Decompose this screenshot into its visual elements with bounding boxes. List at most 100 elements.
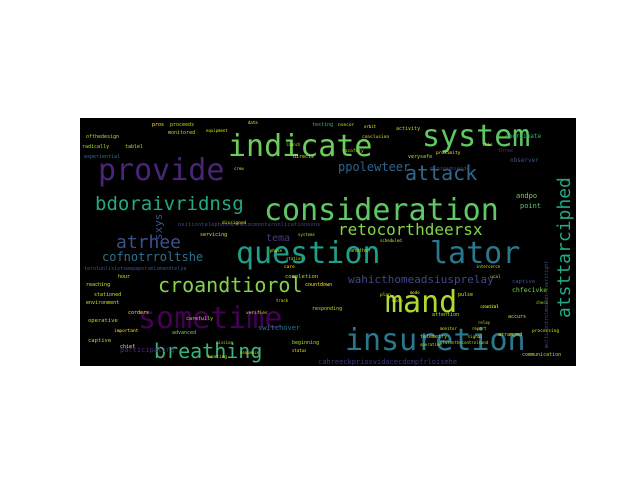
word-cloud-word: wahicthomeadsiusprelay: [348, 273, 494, 286]
word-cloud-word: orbit: [364, 124, 377, 129]
word-cloud-word: hour: [118, 274, 130, 280]
word-cloud-word: check: [536, 300, 549, 305]
word-cloud-word: relay: [478, 320, 491, 325]
word-cloud-word: report: [472, 326, 487, 331]
word-cloud-word: cahreeckpriosvidacecdompfrloismhe: [318, 358, 457, 366]
word-cloud: system indicate provide attack consideration…: [80, 118, 576, 366]
word-cloud-word: chief: [120, 344, 135, 350]
word-cloud-word: ofthedesign: [86, 134, 119, 140]
word-cloud-word: mission: [216, 340, 233, 345]
word-cloud-word: stationed: [94, 292, 121, 298]
word-cloud-word: dissigned: [222, 220, 247, 226]
word-cloud-word: activity: [396, 126, 420, 132]
word-cloud-word: bdoraivridnsg: [95, 193, 244, 215]
word-cloud-word: question: [236, 236, 381, 271]
word-cloud-word: status: [292, 348, 307, 353]
word-cloud-word: completion: [285, 274, 318, 280]
word-cloud-word: testing: [312, 122, 333, 128]
word-cloud-word: switchover: [258, 324, 300, 332]
word-cloud-word: retocorthdeersx: [338, 220, 483, 239]
word-cloud-word: monitored: [168, 130, 195, 136]
word-cloud-word: carefully: [186, 316, 213, 322]
word-cloud-word: sometime: [138, 301, 283, 336]
word-cloud-word: captive: [512, 279, 535, 285]
word-cloud-word: attention: [432, 312, 459, 318]
word-cloud-word: observer: [510, 157, 539, 164]
word-cloud-word: mode: [410, 290, 420, 295]
word-cloud-word: point: [520, 202, 541, 210]
word-cloud-word: breathing: [154, 339, 262, 363]
word-cloud-word: station: [286, 256, 303, 261]
word-cloud-word: cofnotrroltshe: [102, 250, 203, 264]
word-cloud-word: advanced: [172, 330, 196, 336]
word-cloud-word: processing: [532, 328, 559, 334]
word-cloud-word: consideration: [264, 193, 499, 228]
word-cloud-word: systems: [298, 232, 315, 237]
word-cloud-word: operative: [88, 318, 118, 324]
word-cloud-word: three: [498, 148, 513, 154]
word-cloud-word: launch: [286, 142, 301, 147]
word-cloud-word: responding: [312, 306, 342, 312]
word-cloud-word: corders: [128, 310, 149, 316]
word-cloud-word: signal: [468, 334, 483, 339]
word-cloud-word: plusonthecontrolsand: [440, 340, 489, 345]
word-cloud-word: verysafe: [408, 154, 432, 160]
word-cloud-word: arranged: [498, 332, 522, 338]
word-cloud-word: directs: [293, 154, 314, 160]
word-cloud-word: attack: [405, 161, 477, 185]
word-cloud-word: insuretion: [345, 323, 526, 358]
word-cloud-word: important: [114, 328, 139, 334]
word-cloud-word: minimumseide: [430, 166, 470, 172]
word-cloud-word: scheduled: [380, 238, 402, 243]
word-cloud-word: equipment: [206, 128, 228, 133]
word-cloud-word: crucial: [480, 304, 499, 310]
word-cloud-word: coordinate: [505, 133, 542, 140]
word-cloud-word: reaching: [86, 282, 110, 288]
word-cloud-word: servicing: [200, 232, 227, 238]
word-cloud-word: pulse: [458, 292, 473, 298]
word-cloud-word: phase: [270, 248, 283, 253]
word-cloud-word: verifies: [246, 310, 268, 316]
word-cloud-word: beginning: [292, 340, 319, 346]
word-cloud-word: plan: [380, 292, 391, 298]
word-cloud-word: upon: [392, 299, 403, 304]
word-cloud-word: monitor: [440, 326, 457, 331]
word-cloud-word: pros: [152, 122, 164, 128]
word-cloud-word: telemetry: [420, 334, 447, 340]
word-cloud-word: multicontrolmodeminiversright: [544, 261, 550, 348]
word-cloud-word: atrhee: [116, 232, 181, 253]
word-cloud-word: countdown: [305, 282, 332, 288]
word-cloud-word: sxys: [152, 214, 165, 241]
word-cloud-word: tasafety: [342, 148, 364, 154]
word-cloud-word: atsttarciphed: [554, 177, 575, 318]
word-cloud-word: radically: [82, 144, 109, 150]
word-cloud-word: environment: [86, 300, 119, 306]
word-cloud-word: tablel: [125, 144, 143, 150]
word-cloud-word: data: [248, 120, 258, 125]
word-cloud-word: ositiontelephonnethecocmonturonlications…: [178, 222, 320, 228]
word-cloud-word: andpo: [516, 192, 537, 200]
word-cloud-word: sequence: [240, 350, 260, 355]
word-cloud-word: care: [284, 265, 295, 270]
word-cloud-word: croandtiorol: [158, 273, 303, 297]
word-cloud-word: terolunlisiytswepaporsmlsmandtelya: [84, 266, 186, 272]
word-cloud-word: participating: [120, 346, 175, 354]
word-cloud-word: ucal: [490, 274, 501, 280]
word-cloud-word: conclusion: [362, 134, 389, 140]
word-cloud-word: heating: [208, 354, 227, 360]
word-cloud-word: experiential: [84, 154, 120, 160]
word-cloud-word: provide: [98, 153, 224, 188]
word-cloud-word: this: [482, 142, 493, 148]
word-cloud-word: mand: [385, 285, 457, 320]
word-cloud-word: communication: [522, 352, 561, 358]
word-cloud-word: nsecor: [338, 123, 355, 128]
word-cloud-word: crew: [234, 166, 244, 171]
word-cloud-word: indicate: [228, 129, 373, 164]
word-cloud-word: proceeds: [170, 122, 194, 128]
word-cloud-word: system: [422, 119, 530, 154]
word-cloud-word: operation: [420, 342, 442, 347]
word-cloud-word: ppolewteer: [338, 160, 410, 174]
word-cloud-word: track: [276, 298, 289, 303]
word-cloud-word: intercerce: [476, 264, 501, 269]
